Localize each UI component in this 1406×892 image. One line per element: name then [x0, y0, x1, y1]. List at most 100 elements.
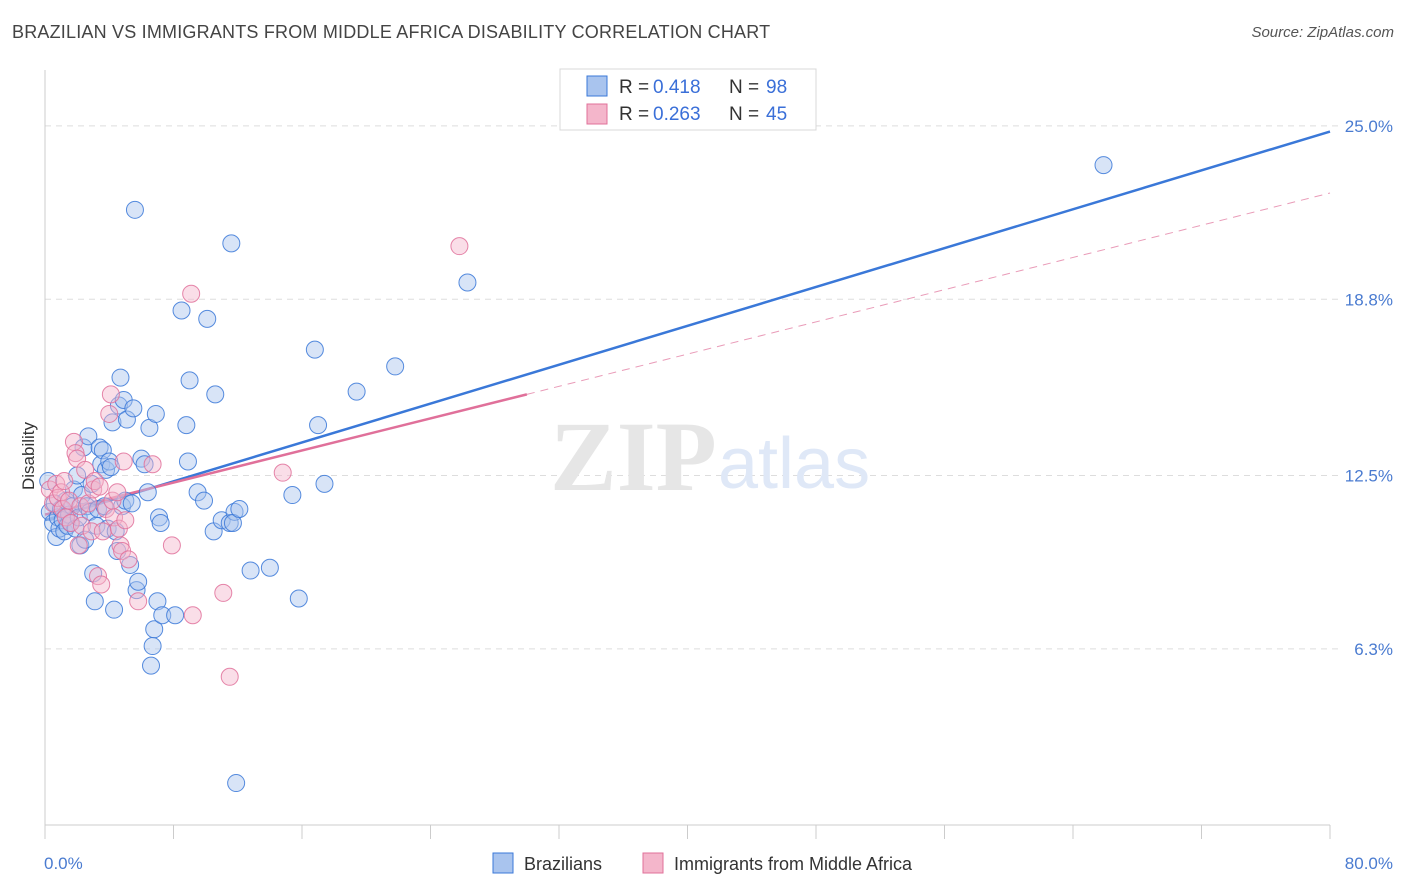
point-middle-africa: [60, 491, 79, 510]
point-brazilians: [146, 404, 165, 423]
x-tick-label: 0.0%: [44, 854, 83, 873]
point-brazilians: [77, 497, 96, 516]
bottom-legend: Brazilians Immigrants from Middle Africa: [492, 852, 913, 874]
point-middle-africa: [108, 483, 127, 502]
legend-n-value: 45: [766, 104, 787, 125]
point-brazilians: [309, 416, 328, 435]
point-middle-africa: [48, 488, 67, 507]
point-brazilians: [305, 340, 324, 359]
point-middle-africa: [101, 385, 120, 404]
grid-lines: [45, 125, 1340, 650]
point-brazilians: [206, 385, 225, 404]
point-middle-africa: [69, 536, 88, 555]
point-middle-africa: [183, 606, 202, 625]
point-middle-africa: [105, 508, 124, 527]
point-brazilians: [93, 441, 112, 460]
point-brazilians: [458, 273, 477, 292]
point-brazilians: [227, 774, 246, 793]
point-middle-africa: [273, 463, 292, 482]
legend-n-label: N =: [729, 104, 759, 125]
point-brazilians: [315, 474, 334, 493]
point-brazilians: [225, 502, 244, 521]
point-brazilians: [122, 494, 141, 513]
point-middle-africa: [93, 522, 112, 541]
axes: [44, 70, 1331, 839]
point-brazilians: [195, 491, 214, 510]
point-middle-africa: [129, 592, 148, 611]
y-axis-label: Disability: [19, 421, 38, 490]
point-brazilians: [1094, 156, 1113, 175]
legend-swatch-middle-africa: [586, 103, 608, 125]
point-middle-africa: [182, 284, 201, 303]
point-middle-africa: [162, 536, 181, 555]
point-brazilians: [105, 600, 124, 619]
point-brazilians: [145, 620, 164, 639]
y-tick-label: 18.8%: [1345, 290, 1393, 309]
watermark-atlas: atlas: [718, 424, 870, 504]
point-brazilians: [124, 399, 143, 418]
point-middle-africa: [114, 452, 133, 471]
point-middle-africa: [116, 511, 135, 530]
bottom-legend-brazilians: Brazilians: [524, 854, 602, 874]
point-middle-africa: [85, 472, 104, 491]
point-middle-africa: [119, 550, 138, 569]
point-brazilians: [222, 234, 241, 253]
point-brazilians: [177, 416, 196, 435]
watermark: ZIP atlas: [550, 401, 870, 512]
point-brazilians: [143, 637, 162, 656]
point-middle-africa: [55, 472, 74, 491]
trend-line-brazilians: [44, 130, 1331, 522]
point-middle-africa: [100, 404, 119, 423]
y-tick-label: 25.0%: [1345, 117, 1393, 136]
point-brazilians: [198, 309, 217, 328]
point-brazilians: [148, 592, 167, 611]
point-brazilians: [241, 561, 260, 580]
bottom-legend-middle-africa: Immigrants from Middle Africa: [674, 854, 913, 874]
legend-r-value: 0.263: [653, 104, 701, 125]
point-middle-africa: [79, 494, 98, 513]
point-brazilians: [132, 449, 151, 468]
point-brazilians: [172, 301, 191, 320]
point-brazilians: [117, 410, 136, 429]
point-brazilians: [166, 606, 185, 625]
point-brazilians: [289, 589, 308, 608]
point-brazilians: [125, 200, 144, 219]
point-brazilians: [142, 656, 161, 675]
tick-labels: 6.3% 12.5% 18.8% 25.0% 0.0% 80.0%: [44, 117, 1393, 873]
legend-n-value: 98: [766, 77, 787, 98]
point-middle-africa: [92, 575, 111, 594]
point-brazilians: [129, 572, 148, 591]
point-middle-africa: [90, 477, 109, 496]
watermark-zip: ZIP: [550, 401, 717, 512]
point-middle-africa: [143, 455, 162, 474]
point-middle-africa: [61, 514, 80, 532]
legend-r-label: R =: [619, 77, 649, 98]
chart-source: Source: ZipAtlas.com: [1251, 24, 1394, 41]
point-brazilians: [386, 357, 405, 376]
point-brazilians: [153, 606, 172, 625]
trend-line-extended-middle-africa: [526, 192, 1331, 395]
data-points: [39, 156, 1113, 793]
y-tick-label: 12.5%: [1345, 466, 1393, 485]
point-brazilians: [260, 558, 279, 577]
point-brazilians: [180, 371, 199, 390]
point-brazilians: [283, 486, 302, 505]
y-tick-label: 6.3%: [1354, 640, 1393, 659]
point-middle-africa: [72, 516, 91, 535]
x-tick-label: 80.0%: [1345, 854, 1393, 873]
chart-title: BRAZILIAN VS IMMIGRANTS FROM MIDDLE AFRI…: [12, 22, 771, 42]
bottom-legend-swatch-brazilians: [492, 852, 514, 874]
point-brazilians: [111, 368, 130, 387]
point-brazilians: [151, 514, 170, 532]
point-brazilians: [138, 483, 157, 502]
legend-swatch-brazilians: [586, 75, 608, 97]
point-brazilians: [347, 382, 366, 401]
point-brazilians: [230, 500, 249, 519]
point-brazilians: [178, 452, 197, 471]
point-middle-africa: [220, 667, 239, 686]
legend-n-label: N =: [729, 77, 759, 98]
legend-r-value: 0.418: [653, 77, 701, 98]
bottom-legend-swatch-middle-africa: [642, 852, 664, 874]
